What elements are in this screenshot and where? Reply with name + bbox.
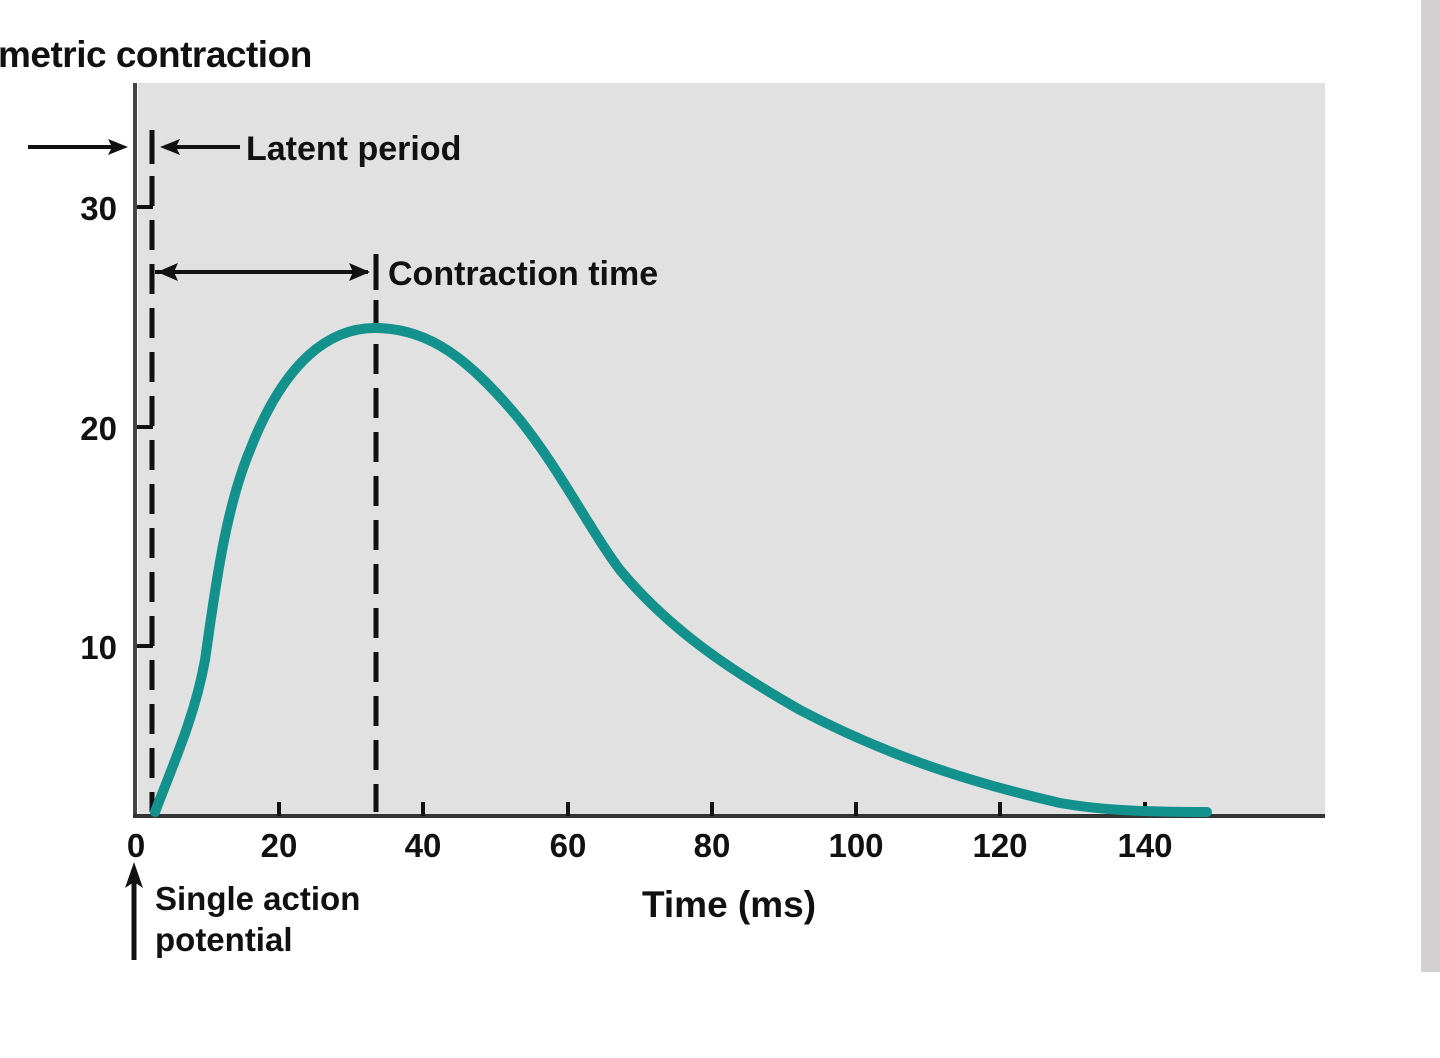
- x-axis-label: Time (ms): [642, 884, 816, 925]
- up-arrow-icon: [125, 862, 143, 888]
- plot-area: [138, 83, 1325, 816]
- svg-text:40: 40: [405, 827, 442, 864]
- stimulus-label-line2: potential: [155, 921, 293, 958]
- svg-text:80: 80: [694, 827, 731, 864]
- svg-text:30: 30: [80, 190, 117, 227]
- twitch-curve: [150, 322, 1212, 817]
- svg-text:100: 100: [828, 827, 883, 864]
- svg-text:140: 140: [1117, 827, 1172, 864]
- latent-period-annotation: Latent period: [28, 130, 461, 168]
- scrollbar-track[interactable]: [1421, 0, 1440, 972]
- svg-text:60: 60: [550, 827, 587, 864]
- chart-title: metric contraction: [0, 34, 312, 75]
- latent-period-label: Latent period: [246, 130, 461, 168]
- stimulus-annotation: Single action potential: [125, 862, 360, 960]
- x-tick-labels: 0 20 40 60 80 100 120 140: [127, 827, 1173, 864]
- svg-text:20: 20: [80, 410, 117, 447]
- svg-text:10: 10: [80, 629, 117, 666]
- stimulus-label-line1: Single action: [155, 880, 360, 917]
- y-tick-labels: 30 20 10: [80, 190, 117, 666]
- contraction-time-annotation: Contraction time: [155, 254, 658, 293]
- svg-text:120: 120: [972, 827, 1027, 864]
- svg-text:0: 0: [127, 827, 145, 864]
- svg-text:20: 20: [261, 827, 298, 864]
- contraction-time-label: Contraction time: [388, 255, 658, 293]
